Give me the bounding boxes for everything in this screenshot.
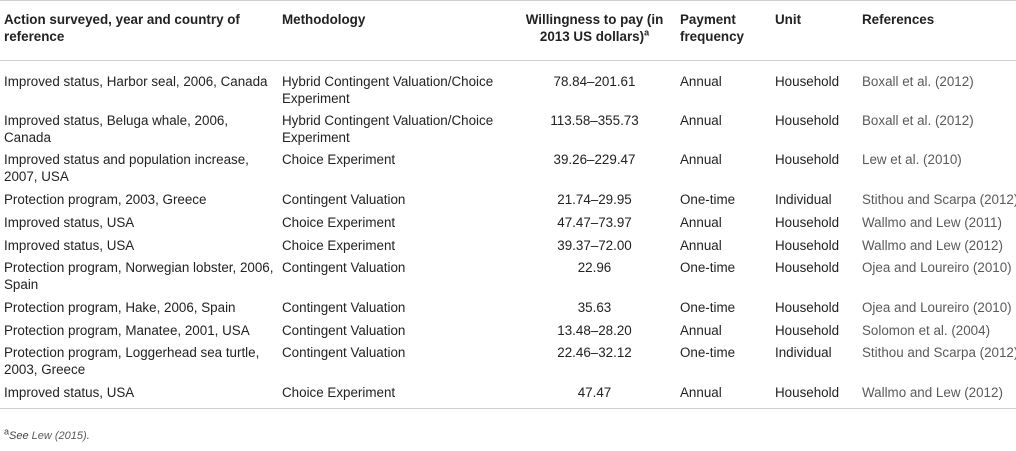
cell-frequency: Annual	[680, 237, 722, 253]
cell-wtp: 21.74–29.95	[557, 191, 632, 207]
header-action: Action surveyed, year and country of ref…	[0, 0, 278, 61]
cell-methodology: Choice Experiment	[282, 214, 396, 230]
cell-wtp: 47.47	[513, 380, 676, 409]
cell-reference-link[interactable]: Wallmo and Lew (2012)	[858, 380, 1016, 409]
cell-unit: Household	[775, 322, 840, 338]
header-methodology: Methodology	[278, 0, 513, 61]
table-footnote: aSee Lew (2015).	[4, 427, 90, 442]
header-unit: Unit	[771, 0, 858, 61]
cell-wtp: 35.63	[577, 299, 612, 315]
cell-reference-link[interactable]: Solomon et al. (2004)	[862, 322, 991, 338]
cell-action: Protection program, Norwegian lobster, 2…	[4, 259, 274, 292]
table-row: Improved status and population increase,…	[0, 149, 1016, 188]
footnote-text: See	[9, 430, 32, 442]
wtp-table: Action surveyed, year and country of ref…	[0, 0, 1016, 409]
cell-reference-link[interactable]: Stithou and Scarpa (2012)	[862, 191, 1016, 207]
cell-wtp: 22.96	[577, 259, 612, 275]
table-row: Improved status, Harbor seal, 2006, Cana…	[0, 61, 1016, 110]
header-references: References	[858, 0, 1016, 61]
cell-wtp: 22.46–32.12	[557, 344, 632, 360]
cell-reference-link[interactable]: Ojea and Loureiro (2010)	[862, 259, 1012, 275]
cell-unit: Household	[775, 214, 840, 230]
cell-reference-link[interactable]: Ojea and Loureiro (2010)	[862, 299, 1012, 315]
footnote-reference-link[interactable]: Lew (2015)	[31, 430, 87, 442]
table-row: Protection program, Norwegian lobster, 2…	[0, 257, 1016, 296]
cell-frequency: Annual	[680, 151, 722, 167]
cell-frequency: One-time	[680, 259, 736, 275]
cell-methodology: Hybrid Contingent Valuation/Choice Exper…	[282, 74, 494, 106]
cell-action: Improved status, Harbor seal, 2006, Cana…	[4, 74, 268, 89]
cell-reference-link[interactable]: Wallmo and Lew (2011)	[862, 214, 1002, 230]
cell-reference-link[interactable]: Boxall et al. (2012)	[862, 74, 974, 89]
cell-unit: Household	[775, 237, 840, 253]
footnote-marker: a	[4, 426, 10, 437]
table-row: Improved status, USA Choice Experiment 3…	[0, 234, 1016, 257]
cell-unit: Individual	[775, 191, 832, 207]
cell-action: Improved status, Beluga whale, 2006, Can…	[4, 112, 229, 145]
cell-methodology: Choice Experiment	[282, 151, 396, 167]
cell-wtp: 13.48–28.20	[557, 322, 632, 338]
footnote-end: .	[86, 430, 90, 442]
cell-action: Protection program, Hake, 2006, Spain	[4, 299, 236, 315]
cell-methodology: Hybrid Contingent Valuation/Choice Exper…	[282, 112, 494, 145]
header-wtp-footnote-marker: a	[644, 27, 650, 38]
table-row: Protection program, Hake, 2006, Spain Co…	[0, 296, 1016, 319]
cell-action: Improved status, USA	[0, 380, 278, 409]
cell-unit: Household	[775, 259, 840, 275]
cell-wtp: 113.58–355.73	[550, 112, 639, 128]
cell-action: Improved status, USA	[4, 214, 135, 230]
cell-methodology: Contingent Valuation	[282, 259, 406, 275]
cell-frequency: Annual	[680, 74, 722, 89]
cell-frequency: Annual	[676, 380, 771, 409]
cell-wtp: 39.37–72.00	[557, 237, 632, 253]
cell-methodology: Choice Experiment	[278, 380, 513, 409]
table-row: Improved status, USA Choice Experiment 4…	[0, 211, 1016, 234]
cell-wtp: 47.47–73.97	[557, 214, 632, 230]
cell-reference-link[interactable]: Lew et al. (2010)	[862, 151, 962, 167]
cell-wtp: 78.84–201.61	[553, 74, 636, 89]
cell-methodology: Contingent Valuation	[282, 191, 406, 207]
cell-frequency: Annual	[680, 112, 722, 128]
table-row: Improved status, USA Choice Experiment 4…	[0, 380, 1016, 409]
cell-reference-link[interactable]: Boxall et al. (2012)	[862, 112, 974, 128]
cell-unit: Household	[775, 74, 840, 89]
cell-methodology: Contingent Valuation	[282, 322, 406, 338]
cell-action: Improved status, USA	[4, 237, 135, 253]
header-wtp: Willingness to pay (in 2013 US dollars)a	[513, 0, 676, 61]
cell-methodology: Choice Experiment	[282, 237, 396, 253]
header-row: Action surveyed, year and country of ref…	[0, 0, 1016, 61]
table-row: Protection program, Manatee, 2001, USA C…	[0, 319, 1016, 342]
header-wtp-text: Willingness to pay (in 2013 US dollars)	[525, 12, 664, 44]
table-row: Protection program, Loggerhead sea turtl…	[0, 342, 1016, 381]
cell-frequency: One-time	[680, 299, 736, 315]
cell-reference-link[interactable]: Wallmo and Lew (2012)	[862, 237, 1003, 253]
cell-wtp: 39.26–229.47	[553, 151, 636, 167]
cell-unit: Household	[775, 299, 840, 315]
cell-frequency: One-time	[680, 344, 736, 360]
header-frequency: Payment frequency	[676, 0, 771, 61]
cell-action: Improved status and population increase,…	[4, 151, 249, 184]
cell-frequency: One-time	[680, 191, 736, 207]
cell-unit: Household	[775, 151, 840, 167]
cell-action: Protection program, Manatee, 2001, USA	[4, 322, 250, 338]
cell-action: Protection program, Loggerhead sea turtl…	[4, 344, 260, 377]
cell-methodology: Contingent Valuation	[282, 299, 406, 315]
cell-frequency: Annual	[680, 214, 722, 230]
cell-unit: Household	[775, 112, 840, 128]
cell-methodology: Contingent Valuation	[282, 344, 406, 360]
cell-unit: Household	[771, 380, 858, 409]
table-row: Improved status, Beluga whale, 2006, Can…	[0, 110, 1016, 149]
cell-action: Protection program, 2003, Greece	[4, 191, 207, 207]
cell-unit: Individual	[775, 344, 832, 360]
table-row: Protection program, 2003, Greece Conting…	[0, 188, 1016, 211]
cell-frequency: Annual	[680, 322, 722, 338]
cell-reference-link[interactable]: Stithou and Scarpa (2012)	[862, 344, 1016, 360]
